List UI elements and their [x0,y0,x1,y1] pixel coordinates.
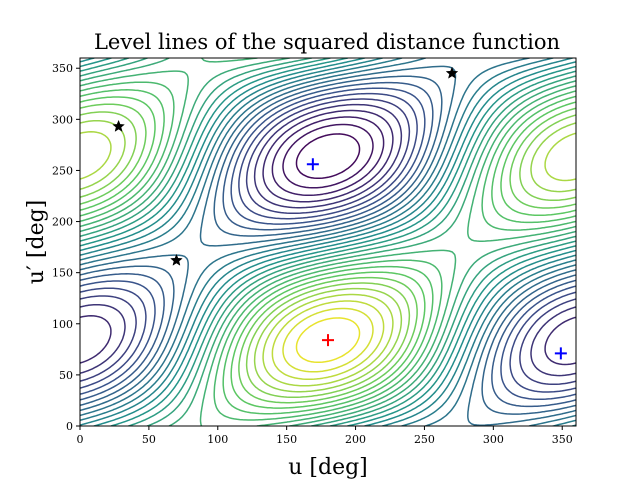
contour-level-line [80,81,576,421]
black-star-marker [170,253,183,266]
contour-level-line [80,58,576,426]
contour-level-line [80,109,576,366]
y-tick-label: 50 [59,369,73,382]
contour-level-line [80,81,576,408]
y-tick-label: 300 [52,113,73,126]
red-plus-marker [322,334,334,347]
contour-level-line [80,75,576,415]
contour-level-line [80,103,576,404]
x-tick-label: 100 [207,433,228,446]
contour-level-line [80,131,576,387]
plot-frame [79,57,577,427]
x-tick-label: 50 [142,433,156,446]
chart-title: Level lines of the squared distance func… [94,30,560,54]
blue-plus-marker [306,158,319,171]
x-tick-label: 150 [276,433,297,446]
contour-level-line [80,87,576,401]
contour-level-line [271,116,385,197]
contour-level-line [295,133,361,180]
contour-level-line [80,92,576,393]
contour-level-line [80,58,576,426]
black-star-marker [112,119,125,132]
x-tick-label: 350 [552,433,573,446]
x-tick-label: 300 [483,433,504,446]
contour-level-line [282,307,374,373]
x-tick-label: 200 [345,433,366,446]
y-tick-label: 150 [52,267,73,280]
x-tick-label: 250 [414,433,435,446]
contour-level-line [80,89,576,415]
contour-level-line [80,103,576,377]
y-axis-ticks: 0 50 100 150 200 250 300 350 [52,62,80,433]
y-tick-label: 350 [52,62,73,75]
contour-level-line [80,119,576,393]
contour-level-line [80,96,576,409]
x-axis-label: u [deg] [288,455,368,480]
black-star-marker [445,66,459,79]
contour-level-line [80,111,576,399]
y-tick-label: 0 [66,420,73,433]
y-tick-label: 200 [52,216,73,229]
contour-level-line [295,317,361,364]
contour-level-line [271,300,385,381]
x-axis-ticks: 0 50 100 150 200 250 300 350 [77,426,573,446]
contour-level-line [282,123,374,189]
y-axis-label: u′ [deg] [24,200,49,285]
contour-level-line [80,65,576,426]
contour-level-line [80,98,576,386]
markers [112,66,567,360]
blue-plus-marker [554,347,567,360]
x-tick-label: 0 [77,433,84,446]
y-tick-label: 100 [52,318,73,331]
y-tick-label: 250 [52,164,73,177]
